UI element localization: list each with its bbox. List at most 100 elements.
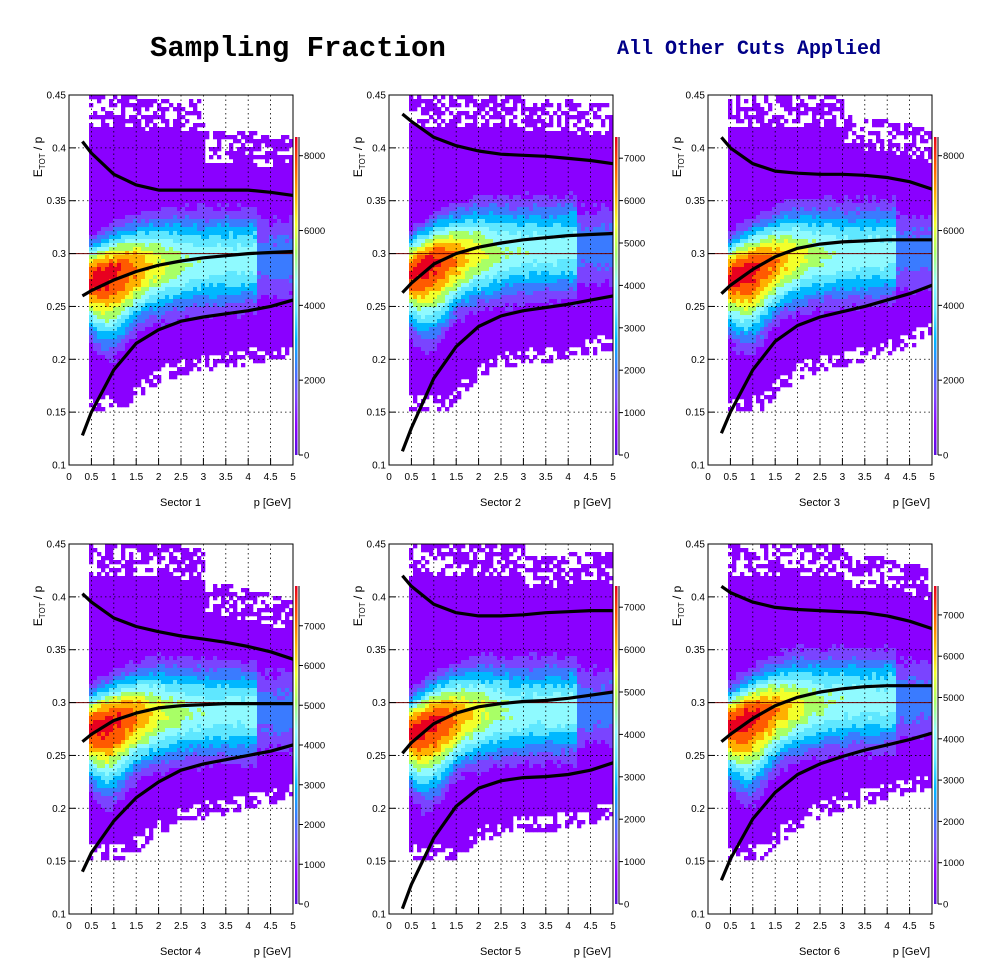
x-tick-label: 4.5 bbox=[584, 921, 598, 932]
sector-label: Sector 3 bbox=[799, 497, 840, 509]
y-tick-label: 0.45 bbox=[47, 91, 67, 102]
color-scale-tick-label: 5000 bbox=[624, 239, 645, 250]
color-scale-tick-label: 5000 bbox=[304, 701, 325, 712]
x-axis-title: p [GeV] bbox=[574, 946, 611, 958]
color-scale-bar bbox=[934, 137, 937, 455]
x-tick-label: 2.5 bbox=[494, 921, 508, 932]
color-scale-tick-label: 6000 bbox=[624, 645, 645, 656]
color-scale-bar bbox=[615, 137, 618, 455]
color-scale-tick-label: 6000 bbox=[624, 196, 645, 207]
x-axis-title: p [GeV] bbox=[254, 946, 291, 958]
x-tick-label: 2 bbox=[476, 472, 482, 483]
sector-panel-4: 0 0.5 1 1.5 2 2.5 3 3.5 4 4.5 50.10.150.20.250.30.… bbox=[31, 540, 325, 959]
y-tick-label: 0.2 bbox=[52, 355, 66, 366]
x-tick-label: 5 bbox=[610, 472, 616, 483]
y-tick-label: 0.25 bbox=[686, 302, 706, 313]
y-tick-label: 0.1 bbox=[52, 910, 66, 921]
x-tick-label: 4.5 bbox=[264, 472, 278, 483]
y-tick-label: 0.35 bbox=[47, 645, 67, 656]
color-scale-tick-label: 1000 bbox=[624, 408, 645, 419]
y-tick-label: 0.1 bbox=[691, 910, 705, 921]
x-tick-label: 1.5 bbox=[768, 472, 782, 483]
x-tick-label: 1.5 bbox=[768, 921, 782, 932]
x-tick-label: 3.5 bbox=[219, 472, 233, 483]
sector-panel-2: 0 0.5 1 1.5 2 2.5 3 3.5 4 4.5 50.10.150.20.250.30.… bbox=[351, 91, 645, 510]
x-tick-label: 0 bbox=[66, 472, 72, 483]
x-tick-label: 2.5 bbox=[174, 921, 188, 932]
y-tick-label: 0.35 bbox=[367, 196, 387, 207]
y-tick-label: 0.15 bbox=[367, 408, 387, 419]
x-tick-label: 1 bbox=[750, 921, 756, 932]
y-tick-label: 0.15 bbox=[47, 857, 67, 868]
x-tick-label: 3.5 bbox=[539, 472, 553, 483]
x-tick-label: 0 bbox=[705, 921, 711, 932]
x-tick-label: 1 bbox=[750, 472, 756, 483]
x-tick-label: 2 bbox=[156, 472, 162, 483]
y-tick-label: 0.1 bbox=[691, 461, 705, 472]
color-scale-tick-label: 3000 bbox=[624, 323, 645, 334]
color-scale-bar bbox=[295, 137, 298, 455]
color-scale-tick-label: 0 bbox=[943, 900, 948, 911]
x-tick-label: 3 bbox=[521, 472, 527, 483]
x-tick-label: 0.5 bbox=[84, 472, 98, 483]
y-tick-label: 0.4 bbox=[691, 592, 705, 603]
x-axis-title: p [GeV] bbox=[893, 497, 930, 509]
color-scale-bar bbox=[615, 586, 618, 904]
y-tick-label: 0.15 bbox=[367, 857, 387, 868]
x-tick-label: 2.5 bbox=[813, 472, 827, 483]
y-tick-label: 0.25 bbox=[47, 751, 67, 762]
sector-label: Sector 4 bbox=[160, 946, 201, 958]
x-tick-label: 5 bbox=[290, 472, 296, 483]
x-tick-label: 2.5 bbox=[813, 921, 827, 932]
x-tick-label: 0.5 bbox=[404, 472, 418, 483]
y-tick-label: 0.3 bbox=[52, 698, 66, 709]
x-tick-label: 4 bbox=[565, 921, 571, 932]
color-scale-tick-label: 5000 bbox=[943, 693, 964, 704]
x-tick-label: 1 bbox=[431, 472, 437, 483]
x-tick-label: 2 bbox=[795, 472, 801, 483]
x-axis-title: p [GeV] bbox=[254, 497, 291, 509]
color-scale-tick-label: 6000 bbox=[943, 652, 964, 663]
x-tick-label: 4.5 bbox=[264, 921, 278, 932]
color-scale-tick-label: 2000 bbox=[943, 376, 964, 387]
x-axis-title: p [GeV] bbox=[574, 497, 611, 509]
y-tick-label: 0.3 bbox=[691, 698, 705, 709]
color-scale-tick-label: 7000 bbox=[943, 610, 964, 621]
y-tick-label: 0.2 bbox=[52, 804, 66, 815]
y-tick-label: 0.35 bbox=[686, 645, 706, 656]
color-scale-tick-label: 7000 bbox=[304, 621, 325, 632]
x-tick-label: 0 bbox=[386, 472, 392, 483]
x-tick-label: 1 bbox=[111, 921, 117, 932]
sector-label: Sector 6 bbox=[799, 946, 840, 958]
sector-label: Sector 1 bbox=[160, 497, 201, 509]
color-scale-tick-label: 1000 bbox=[624, 857, 645, 868]
color-scale-tick-label: 0 bbox=[304, 451, 309, 462]
color-scale-tick-label: 0 bbox=[624, 451, 629, 462]
x-tick-label: 1.5 bbox=[129, 921, 143, 932]
y-tick-label: 0.4 bbox=[372, 592, 386, 603]
color-scale-tick-label: 8000 bbox=[943, 151, 964, 162]
color-scale-tick-label: 0 bbox=[943, 451, 948, 462]
color-scale-tick-label: 2000 bbox=[624, 366, 645, 377]
y-tick-label: 0.25 bbox=[367, 751, 387, 762]
color-scale-tick-label: 5000 bbox=[624, 688, 645, 699]
x-tick-label: 1.5 bbox=[449, 472, 463, 483]
x-tick-label: 0 bbox=[66, 921, 72, 932]
x-tick-label: 5 bbox=[290, 921, 296, 932]
y-tick-label: 0.2 bbox=[372, 804, 386, 815]
x-tick-label: 5 bbox=[929, 472, 935, 483]
color-scale-tick-label: 1000 bbox=[304, 860, 325, 871]
y-tick-label: 0.45 bbox=[367, 91, 387, 102]
y-tick-label: 0.35 bbox=[367, 645, 387, 656]
y-tick-label: 0.2 bbox=[691, 804, 705, 815]
color-scale-tick-label: 6000 bbox=[304, 226, 325, 237]
sector-panel-1: 0 0.5 1 1.5 2 2.5 3 3.5 4 4.5 50.10.150.20.250.30.… bbox=[31, 91, 325, 510]
x-tick-label: 4 bbox=[245, 921, 251, 932]
y-tick-label: 0.45 bbox=[47, 540, 67, 551]
x-tick-label: 4 bbox=[245, 472, 251, 483]
x-tick-label: 3.5 bbox=[539, 921, 553, 932]
x-tick-label: 3 bbox=[201, 921, 207, 932]
color-scale-tick-label: 4000 bbox=[304, 741, 325, 752]
y-tick-label: 0.1 bbox=[52, 461, 66, 472]
y-tick-label: 0.25 bbox=[47, 302, 67, 313]
